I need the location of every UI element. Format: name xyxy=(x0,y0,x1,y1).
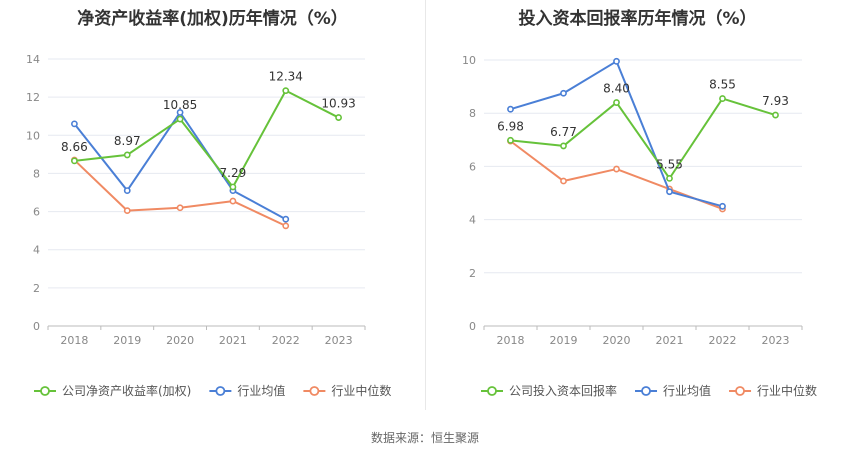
roe-y-tick-label: 0 xyxy=(33,320,40,333)
roic-company-point xyxy=(613,99,620,106)
roic-company-point xyxy=(507,136,514,144)
roic-company-point xyxy=(560,142,567,150)
roic-industry_median-point xyxy=(560,177,567,185)
roe-x-tick-label: 2020 xyxy=(166,334,194,347)
roic-legend-swatch-marker xyxy=(487,386,497,396)
roe-legend-label: 行业均值 xyxy=(237,383,285,398)
roe-legend-swatch-marker xyxy=(40,386,50,396)
roe-industry_median-point xyxy=(176,204,184,212)
roic-company-point xyxy=(666,174,673,182)
roic-x-tick-label: 2021 xyxy=(656,334,684,347)
roic-y-tick-label: 10 xyxy=(462,54,476,67)
roe-y-tick-label: 4 xyxy=(33,244,40,257)
roe-data-label: 8.66 xyxy=(61,140,88,154)
roic-legend-label: 行业均值 xyxy=(663,383,711,398)
data-source-note: 数据来源：恒生聚源 xyxy=(370,431,479,445)
roe-data-label: 10.85 xyxy=(163,98,197,112)
roe-x-tick-label: 2019 xyxy=(113,334,141,347)
roic-industry_avg-point xyxy=(666,188,673,196)
roic-data-label: 6.77 xyxy=(550,125,577,139)
roic-data-label: 8.40 xyxy=(603,82,630,96)
roe-legend-swatch-marker xyxy=(215,386,226,396)
panel-divider xyxy=(425,0,426,410)
roe-legend-item-company: 公司净资产收益率(加权) xyxy=(34,383,191,398)
roic-y-tick-label: 6 xyxy=(469,160,476,173)
roe-company-line xyxy=(74,89,340,188)
roe-legend-swatch-marker xyxy=(309,386,320,396)
roic-x-tick-label: 2022 xyxy=(709,334,737,347)
roe-company-point xyxy=(229,183,237,191)
roic-chart-title: 投入资本回报率历年情况（%） xyxy=(518,9,757,29)
roic-chart-svg: 0 2 4 6 8 10 2018 2019 2020 2021 2022 2023 6.98 6.77 8… xyxy=(462,54,817,398)
roic-y-tick-label: 4 xyxy=(469,214,476,227)
roe-industry_avg-point xyxy=(282,215,290,223)
roic-x-tick-label: 2023 xyxy=(762,334,790,347)
roe-x-tick-label: 2023 xyxy=(325,334,353,347)
roe-company-point xyxy=(282,87,290,95)
roe-y-tick-label: 12 xyxy=(26,91,40,104)
roic-y-tick-label: 2 xyxy=(469,267,476,280)
roe-legend-item-industry_median: 行业中位数 xyxy=(303,383,391,398)
roic-company-line xyxy=(510,97,776,180)
roe-chart-title: 净资产收益率(加权)历年情况（%） xyxy=(77,9,348,29)
roe-legend-label: 公司净资产收益率(加权) xyxy=(62,383,191,398)
roic-industry_avg-point xyxy=(613,57,620,65)
roic-y-tick-label: 0 xyxy=(469,320,476,333)
roe-industry_median-point xyxy=(229,197,237,205)
roic-company-point xyxy=(719,95,726,102)
roe-chart-panel: 净资产收益率(加权)历年情况（%） 0 2 4 6 8 10 12 14 2018 2019 202… xyxy=(0,0,425,410)
roe-y-tick-label: 8 xyxy=(33,167,40,180)
roic-industry_avg-point xyxy=(507,105,514,113)
roe-company-point xyxy=(176,115,184,123)
roic-x-tick-label: 2018 xyxy=(497,334,525,347)
roic-data-label: 5.55 xyxy=(656,157,683,171)
roe-x-tick-label: 2021 xyxy=(219,334,247,347)
roe-chart-svg: 0 2 4 6 8 10 12 14 2018 2019 2020 2021 2022 2023 8.66 8… xyxy=(26,53,391,398)
roe-industry_avg-point xyxy=(71,120,78,128)
roe-y-tick-label: 2 xyxy=(33,282,40,295)
roic-legend-label: 行业中位数 xyxy=(757,383,817,398)
roe-data-label: 7.29 xyxy=(220,166,247,180)
roic-industry_avg-point xyxy=(560,89,567,97)
roic-legend-item-industry_median: 行业中位数 xyxy=(729,383,817,398)
roic-data-label: 7.93 xyxy=(762,94,789,108)
roe-legend-label: 行业中位数 xyxy=(331,383,391,398)
roe-industry_avg-line xyxy=(73,111,287,221)
roe-company-point xyxy=(123,151,131,159)
roic-legend-swatch-marker xyxy=(735,386,745,396)
roe-y-tick-label: 10 xyxy=(26,129,40,142)
roe-industry_median-point xyxy=(282,222,290,230)
roe-industry_median-point xyxy=(123,207,131,215)
roe-industry_median-line xyxy=(73,159,287,227)
roe-data-label: 8.97 xyxy=(114,134,141,148)
roic-legend-item-company: 公司投入资本回报率 xyxy=(481,383,617,398)
roe-data-label: 12.34 xyxy=(269,70,303,84)
roic-company-point xyxy=(772,111,779,119)
roe-x-tick-label: 2022 xyxy=(272,334,300,347)
roic-industry_avg-point xyxy=(719,202,726,210)
roe-company-point xyxy=(335,114,342,121)
roic-industry_median-line xyxy=(509,140,723,210)
roic-data-label: 8.55 xyxy=(709,78,736,92)
roic-x-tick-label: 2019 xyxy=(550,334,578,347)
roic-legend-swatch-marker xyxy=(641,386,651,396)
roe-industry_avg-point xyxy=(123,187,131,194)
roe-legend-item-industry_avg: 行业均值 xyxy=(209,383,285,398)
roe-company-point xyxy=(71,157,78,165)
roe-x-tick-label: 2018 xyxy=(60,334,88,347)
roic-legend-item-industry_avg: 行业均值 xyxy=(635,383,711,398)
roe-industry_avg-point xyxy=(176,109,184,116)
roic-x-tick-label: 2020 xyxy=(603,334,631,347)
roic-chart-panel: 投入资本回报率历年情况（%） 0 2 4 6 8 10 2018 2019 2020 2021 20… xyxy=(425,0,850,410)
roic-y-tick-label: 8 xyxy=(469,107,476,120)
roe-y-tick-label: 6 xyxy=(33,206,40,219)
roic-data-label: 6.98 xyxy=(497,119,524,133)
roic-industry_median-point xyxy=(613,165,620,173)
roic-legend-label: 公司投入资本回报率 xyxy=(509,383,617,398)
roe-y-tick-label: 14 xyxy=(26,53,40,66)
roe-data-label: 10.93 xyxy=(321,97,355,111)
